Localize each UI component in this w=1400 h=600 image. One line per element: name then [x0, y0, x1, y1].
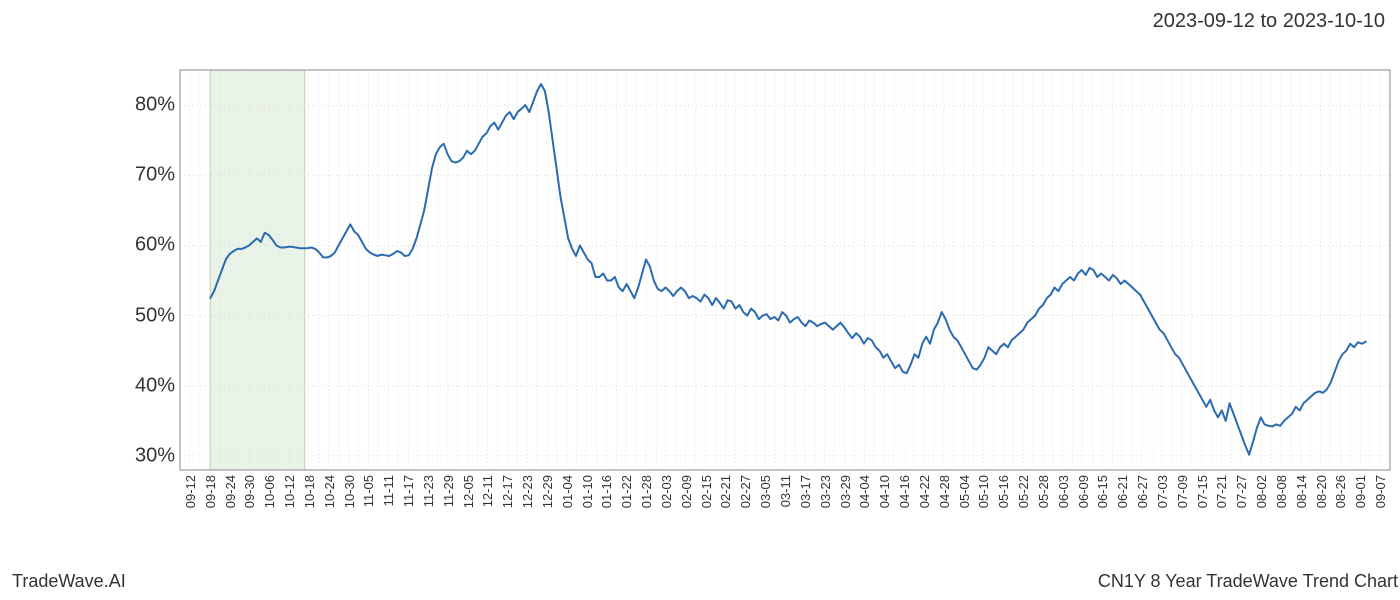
x-tick-label: 12-17 [500, 475, 515, 508]
x-tick-label: 12-23 [520, 475, 535, 508]
x-tick-label: 11-17 [401, 475, 416, 507]
x-tick-label: 08-02 [1254, 475, 1269, 508]
x-tick-label: 10-06 [262, 475, 277, 508]
y-tick-label: 60% [135, 234, 175, 257]
x-tick-label: 06-09 [1076, 475, 1091, 508]
x-tick-label: 06-15 [1095, 475, 1110, 508]
x-tick-label: 02-15 [699, 475, 714, 508]
x-tick-label: 08-26 [1333, 475, 1348, 508]
chart-title-label: CN1Y 8 Year TradeWave Trend Chart [1098, 571, 1398, 592]
x-tick-label: 11-11 [381, 475, 396, 506]
x-tick-label: 09-18 [203, 475, 218, 508]
x-tick-label: 09-24 [223, 475, 238, 508]
x-tick-label: 03-11 [778, 475, 793, 507]
x-tick-label: 04-28 [937, 475, 952, 508]
x-tick-label: 09-07 [1373, 475, 1388, 508]
x-tick-label: 04-10 [877, 475, 892, 508]
x-tick-label: 01-04 [560, 475, 575, 508]
x-tick-label: 10-24 [322, 475, 337, 508]
y-tick-label: 50% [135, 304, 175, 327]
x-tick-label: 06-27 [1135, 475, 1150, 508]
x-tick-label: 07-09 [1175, 475, 1190, 508]
x-tick-label: 05-22 [1016, 475, 1031, 508]
x-tick-label: 03-17 [798, 475, 813, 508]
x-tick-label: 03-05 [758, 475, 773, 508]
x-tick-label: 10-12 [282, 475, 297, 508]
y-tick-label: 30% [135, 444, 175, 467]
x-tick-label: 09-01 [1353, 475, 1368, 508]
y-tick-label: 70% [135, 164, 175, 187]
x-tick-label: 01-28 [639, 475, 654, 508]
x-tick-label: 07-21 [1214, 475, 1229, 508]
x-tick-label: 04-04 [857, 475, 872, 508]
x-tick-label: 10-30 [342, 475, 357, 508]
x-tick-label: 05-16 [996, 475, 1011, 508]
brand-label: TradeWave.AI [12, 571, 126, 592]
x-tick-label: 05-28 [1036, 475, 1051, 508]
x-tick-label: 02-21 [718, 475, 733, 508]
x-tick-label: 09-12 [183, 475, 198, 508]
x-tick-label: 11-23 [421, 475, 436, 507]
x-tick-label: 12-11 [480, 475, 495, 507]
x-tick-label: 09-30 [242, 475, 257, 508]
x-tick-label: 08-08 [1274, 475, 1289, 508]
x-tick-label: 01-10 [580, 475, 595, 508]
x-tick-label: 07-27 [1234, 475, 1249, 508]
x-tick-label: 01-16 [599, 475, 614, 508]
x-tick-label: 06-21 [1115, 475, 1130, 508]
x-tick-label: 08-14 [1294, 475, 1309, 508]
x-tick-label: 02-27 [738, 475, 753, 508]
x-tick-label: 07-15 [1195, 475, 1210, 508]
x-tick-label: 01-22 [619, 475, 634, 508]
x-tick-label: 03-23 [818, 475, 833, 508]
trend-chart [0, 0, 1400, 600]
x-tick-label: 06-03 [1056, 475, 1071, 508]
y-tick-label: 80% [135, 94, 175, 117]
y-tick-label: 40% [135, 374, 175, 397]
x-tick-label: 05-10 [976, 475, 991, 508]
x-tick-label: 04-16 [897, 475, 912, 508]
x-tick-label: 07-03 [1155, 475, 1170, 508]
x-tick-label: 11-29 [441, 475, 456, 507]
x-tick-label: 12-05 [461, 475, 476, 508]
x-tick-label: 03-29 [838, 475, 853, 508]
x-tick-label: 02-03 [659, 475, 674, 508]
x-tick-label: 11-05 [361, 475, 376, 507]
x-tick-label: 08-20 [1314, 475, 1329, 508]
x-tick-label: 10-18 [302, 475, 317, 508]
x-tick-label: 04-22 [917, 475, 932, 508]
x-tick-label: 05-04 [957, 475, 972, 508]
x-tick-label: 02-09 [679, 475, 694, 508]
x-tick-label: 12-29 [540, 475, 555, 508]
